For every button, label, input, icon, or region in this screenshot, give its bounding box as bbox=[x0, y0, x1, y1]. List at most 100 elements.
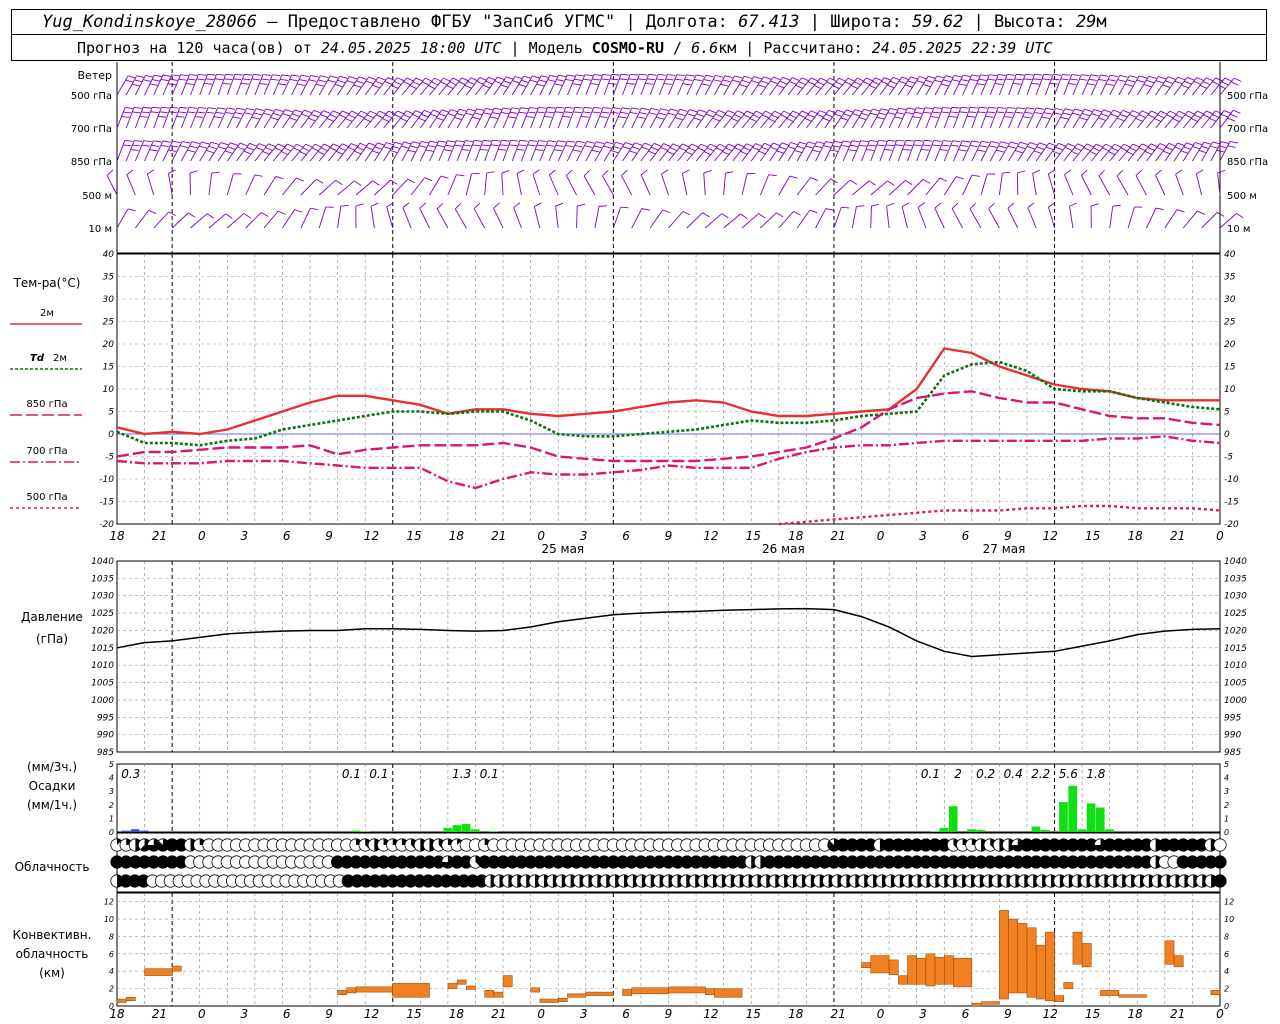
barb-staff bbox=[806, 110, 821, 129]
barb-flag bbox=[289, 117, 298, 121]
barb-staff bbox=[1054, 108, 1066, 129]
barb-flag bbox=[971, 140, 980, 143]
barb-staff bbox=[1118, 143, 1134, 162]
wind-barb bbox=[1054, 108, 1073, 129]
cloud-symbol bbox=[882, 838, 896, 852]
wind-barb bbox=[355, 110, 378, 129]
wind-barb bbox=[116, 107, 134, 129]
barb-flag bbox=[807, 114, 816, 119]
cloud-fill bbox=[689, 855, 703, 869]
wind-barb bbox=[1109, 75, 1128, 96]
barb-flag bbox=[796, 145, 805, 150]
barb-staff bbox=[135, 210, 149, 229]
cloud-circle bbox=[1213, 838, 1227, 852]
barb-staff bbox=[1192, 141, 1205, 162]
barb-flag bbox=[868, 180, 876, 186]
barb-flag bbox=[679, 147, 687, 152]
hour-tick-label: 21 bbox=[831, 1007, 846, 1021]
barb-flag bbox=[670, 108, 679, 112]
barb-staff bbox=[429, 140, 440, 162]
barb-staff bbox=[594, 206, 600, 229]
barb-flag bbox=[256, 108, 265, 111]
barb-flag bbox=[1071, 74, 1080, 76]
barb-flag bbox=[387, 77, 396, 82]
wind-barb bbox=[732, 110, 755, 129]
barb-staff bbox=[969, 208, 982, 229]
wind-barb bbox=[566, 106, 583, 129]
barb-flag bbox=[1079, 78, 1088, 81]
wind-barb bbox=[291, 74, 310, 96]
barb-flag bbox=[669, 147, 678, 152]
pres-tick-right: 1000 bbox=[1224, 696, 1247, 706]
barb-flag bbox=[641, 107, 650, 111]
barb-staff bbox=[1090, 143, 1106, 162]
barb-flag bbox=[887, 112, 896, 115]
barb-flag bbox=[345, 118, 353, 123]
barb-flag bbox=[1186, 76, 1195, 81]
cloud-symbol bbox=[910, 855, 924, 869]
barb-flag bbox=[706, 147, 715, 152]
barb-flag bbox=[989, 74, 998, 77]
barb-flag bbox=[740, 150, 749, 155]
barb-flag bbox=[265, 147, 274, 152]
barb-flag bbox=[596, 141, 605, 145]
cloud-symbol bbox=[165, 838, 179, 852]
barb-flag bbox=[591, 111, 600, 114]
cloud-fill bbox=[1039, 838, 1052, 852]
wind-barb bbox=[897, 107, 916, 129]
conv-bar bbox=[484, 990, 495, 998]
cloud-symbol bbox=[634, 855, 648, 869]
barb-flag bbox=[793, 211, 801, 216]
barb-staff bbox=[153, 140, 164, 162]
barb-staff bbox=[106, 175, 118, 196]
barb-flag bbox=[1026, 146, 1035, 150]
wind-barb bbox=[263, 74, 281, 96]
barb-flag bbox=[1224, 110, 1232, 115]
barb-staff bbox=[236, 74, 245, 96]
barb-flag bbox=[521, 79, 529, 84]
barb-staff bbox=[337, 76, 350, 96]
wind-barb bbox=[815, 109, 837, 129]
temp-series-line bbox=[116, 390, 1221, 463]
wind-barb bbox=[1054, 74, 1071, 96]
barb-flag bbox=[700, 143, 709, 148]
wind-barb bbox=[886, 202, 895, 229]
barb-flag bbox=[368, 142, 377, 147]
barb-flag bbox=[291, 74, 300, 77]
barb-flag bbox=[299, 151, 308, 156]
barb-flag bbox=[394, 141, 403, 145]
barb-flag bbox=[584, 106, 593, 109]
cloud-fill bbox=[110, 855, 124, 869]
barb-staff bbox=[254, 74, 264, 96]
barb-staff bbox=[1118, 75, 1130, 96]
barb-flag bbox=[160, 144, 169, 148]
precip-bar bbox=[930, 831, 940, 832]
barb-flag bbox=[149, 149, 158, 152]
barb-flag bbox=[208, 145, 217, 150]
barb-staff bbox=[226, 142, 241, 162]
barb-staff bbox=[300, 207, 311, 229]
barb-flag bbox=[598, 205, 607, 207]
precip-bar bbox=[489, 831, 498, 832]
barb-flag bbox=[500, 111, 509, 115]
barb-flag bbox=[1120, 147, 1129, 152]
barb-flag bbox=[677, 112, 686, 117]
barb-staff bbox=[1173, 110, 1189, 129]
wind-barb bbox=[953, 106, 970, 129]
conv-bar bbox=[925, 953, 936, 987]
barb-flag bbox=[327, 79, 336, 83]
cloud-symbol bbox=[808, 855, 823, 869]
wind-barb bbox=[1164, 142, 1186, 162]
wind-barb bbox=[226, 73, 243, 96]
barb-staff bbox=[741, 213, 759, 229]
barb-flag bbox=[182, 140, 191, 144]
barb-flag bbox=[518, 144, 527, 147]
barb-flag bbox=[721, 213, 729, 219]
cloud-fill bbox=[1213, 874, 1227, 888]
barb-flag bbox=[1014, 78, 1023, 81]
barb-staff bbox=[778, 77, 793, 96]
barb-flag bbox=[223, 78, 232, 81]
barb-flag bbox=[467, 108, 476, 112]
precip-bar bbox=[976, 829, 986, 832]
barb-flag bbox=[239, 142, 248, 147]
